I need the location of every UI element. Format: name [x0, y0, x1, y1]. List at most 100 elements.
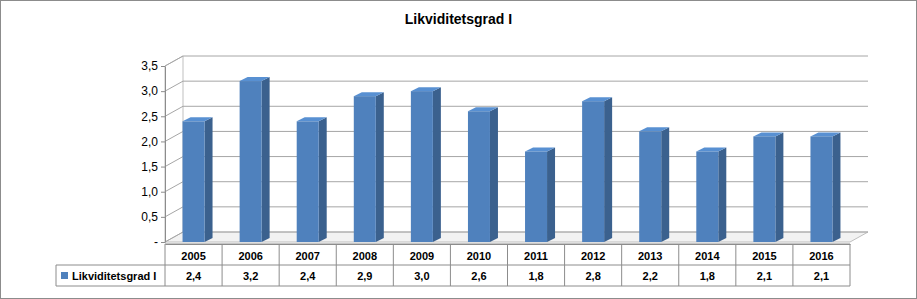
grid: [165, 56, 868, 242]
x-tick-label: 2006: [238, 250, 262, 262]
y-tick-label: 3,0: [141, 84, 158, 98]
y-tick-label: 1,5: [141, 160, 158, 174]
bar-top: [582, 97, 612, 101]
bar: [297, 121, 319, 242]
y-tick-label: 1,0: [141, 185, 158, 199]
table-line: [165, 244, 166, 286]
x-tick-label: 2016: [809, 250, 833, 262]
bar-top: [183, 117, 213, 121]
bar-side: [319, 117, 327, 242]
bar: [240, 81, 262, 242]
y-tick: 3,5: [141, 59, 165, 73]
x-tick: 2006: [238, 244, 262, 262]
bar-side: [547, 147, 555, 242]
x-tick: 2008: [353, 244, 377, 262]
table-line: [450, 244, 451, 286]
bar-top: [411, 87, 441, 91]
data-table: Likviditetsgrad I2,43,22,42,93,02,61,82,…: [56, 244, 850, 286]
bar-side: [832, 132, 840, 242]
bar: [810, 136, 832, 242]
frame: [1, 1, 917, 299]
y-tick-label: 3,5: [141, 59, 158, 73]
x-tick-label: 2008: [353, 250, 377, 262]
x-tick-label: 2012: [581, 250, 605, 262]
x-tick: 2010: [467, 244, 491, 262]
y-tick: 1,5: [141, 160, 165, 174]
x-tick: 2005: [181, 244, 205, 262]
bar-side: [262, 77, 270, 242]
table-line: [621, 244, 622, 286]
bar-top: [354, 92, 384, 96]
table-line: [56, 265, 850, 266]
x-tick: 2013: [638, 244, 662, 262]
bar-group: [468, 107, 498, 242]
bar: [582, 101, 604, 242]
bar: [525, 151, 547, 242]
bar-side: [775, 132, 783, 242]
y-tick-mark: [161, 91, 165, 92]
x-tick-label: 2009: [410, 250, 434, 262]
x-tick-label: 2014: [695, 250, 720, 262]
data-label: 3,2: [243, 270, 258, 282]
y-tick: 0,5: [141, 210, 165, 224]
table-line: [56, 286, 850, 287]
x-tick: 2007: [295, 244, 319, 262]
y-tick-mark: [161, 167, 165, 168]
table-line: [279, 244, 280, 286]
data-label: 1,8: [528, 270, 543, 282]
table-line: [735, 244, 736, 286]
bar-top: [810, 132, 840, 136]
walls: [165, 56, 868, 242]
bar: [354, 96, 376, 242]
bar-top: [468, 107, 498, 111]
x-tick-label: 2007: [295, 250, 319, 262]
bar-group: [810, 132, 840, 242]
title: Likviditetsgrad I: [405, 11, 512, 27]
y-tick-mark: [161, 192, 165, 193]
legend-key: [61, 272, 68, 279]
data-label: 2,6: [471, 270, 486, 282]
bar: [468, 111, 490, 242]
table-line: [336, 244, 337, 286]
x-axis-line: [166, 244, 851, 245]
data-label: 2,8: [585, 270, 600, 282]
bar-group: [240, 77, 270, 242]
legend-label: Likviditetsgrad I: [72, 270, 156, 282]
bar-side: [376, 92, 384, 242]
data-label: 2,2: [643, 270, 658, 282]
bar-top: [297, 117, 327, 121]
bar-side: [205, 117, 213, 242]
y-tick-mark: [161, 66, 165, 67]
x-tick: 2015: [752, 244, 776, 262]
table-line: [850, 244, 851, 286]
bar-group: [411, 87, 441, 242]
y-tick-label: 2,0: [141, 135, 158, 149]
bar: [411, 91, 433, 242]
grid-line: [165, 56, 868, 66]
table-line: [792, 244, 793, 286]
bar-top: [639, 127, 669, 131]
bars: [183, 77, 841, 242]
data-label: 2,4: [300, 270, 316, 282]
x-tick: 2012: [581, 244, 605, 262]
table-line: [678, 244, 679, 286]
bar: [753, 136, 775, 242]
bar-group: [639, 127, 669, 242]
grid-line: [165, 106, 868, 116]
table-line: [56, 265, 57, 286]
y-tick: 1,0: [141, 185, 165, 199]
bar-group: [354, 92, 384, 242]
grid-line: [165, 81, 868, 91]
table-line: [507, 244, 508, 286]
data-label: 3,0: [414, 270, 429, 282]
bar-group: [297, 117, 327, 242]
y-tick-mark: [161, 116, 165, 117]
data-label: 2,9: [357, 270, 372, 282]
bar-group: [582, 97, 612, 242]
y-axis-line: [165, 67, 166, 243]
y-tick-label: -: [154, 235, 158, 249]
bar: [183, 121, 205, 242]
y-tick: 2,0: [141, 135, 165, 149]
table-line: [222, 244, 223, 286]
bar-group: [183, 117, 213, 242]
